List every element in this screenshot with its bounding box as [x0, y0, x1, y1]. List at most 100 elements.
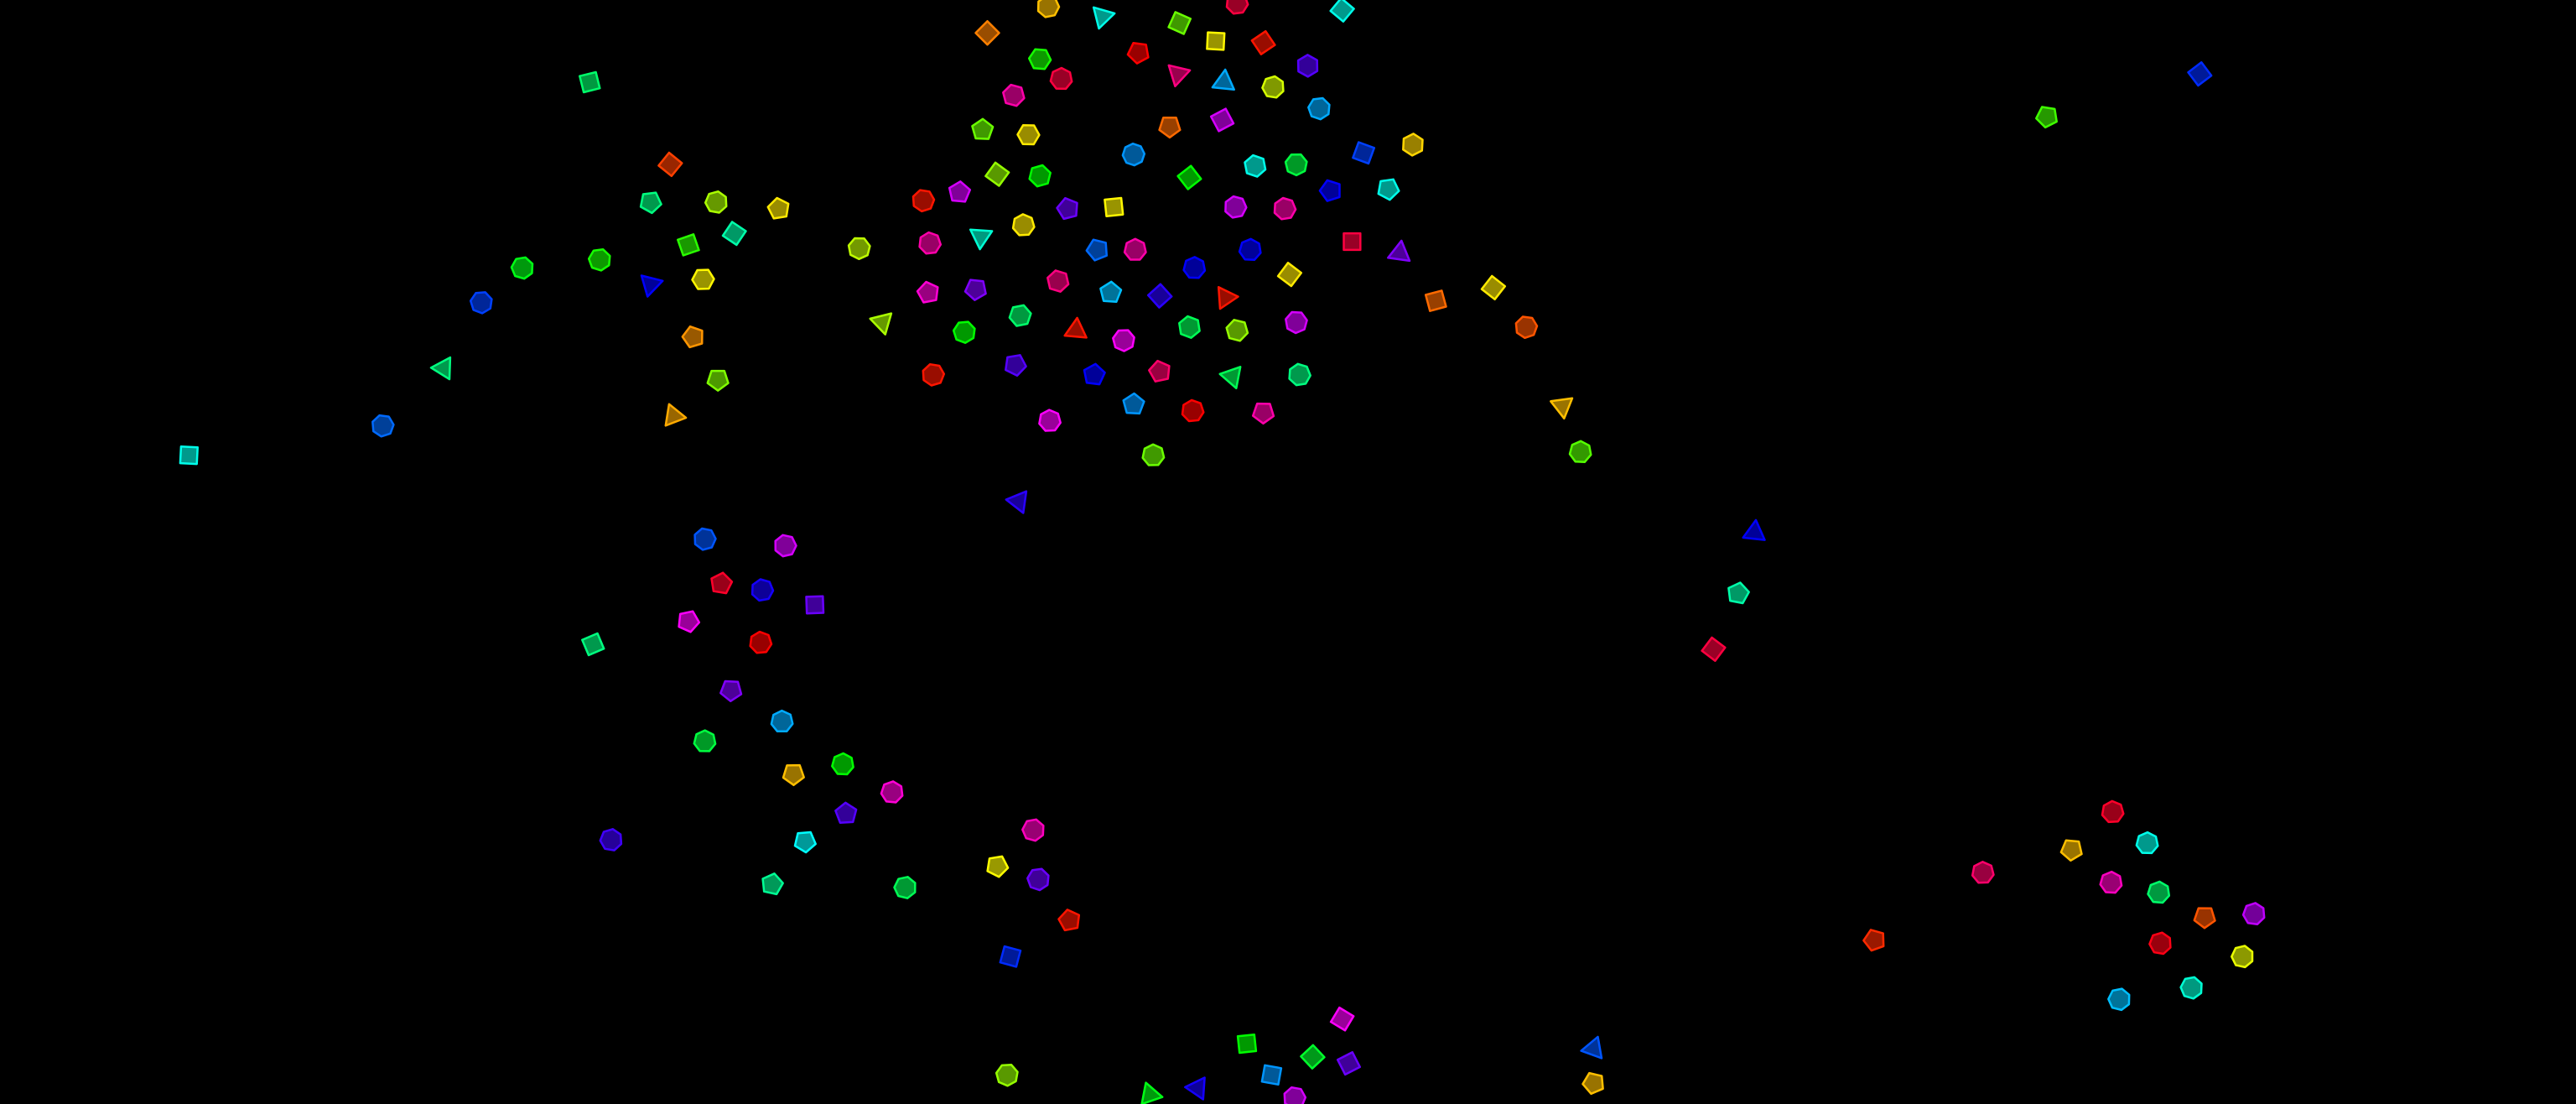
diamond-icon — [721, 221, 747, 247]
diamond-icon — [1167, 11, 1192, 35]
diamond-icon — [2187, 61, 2213, 87]
heptagon-icon — [2231, 945, 2254, 969]
pentagon-icon — [1251, 402, 1275, 425]
diamond-icon — [657, 151, 683, 178]
heptagon-icon — [847, 237, 871, 261]
hexagon-icon — [1225, 319, 1249, 342]
pentagon-icon — [681, 325, 704, 349]
heptagon-icon — [749, 630, 773, 654]
heptagon-icon — [2148, 931, 2172, 956]
heptagon-icon — [1285, 310, 1308, 335]
heptagon-icon — [1141, 443, 1166, 466]
pentagon-icon — [1727, 581, 1750, 605]
diamond-icon — [974, 19, 1000, 46]
triangle-icon — [1092, 6, 1116, 30]
pentagon-icon — [971, 117, 995, 140]
pentagon-icon — [963, 279, 987, 301]
diamond-icon — [1329, 1006, 1355, 1032]
heptagon-icon — [1568, 440, 1592, 463]
pentagon-icon — [1862, 929, 1885, 952]
hexagon-icon — [1402, 133, 1424, 157]
heptagon-icon — [995, 1064, 1019, 1087]
hexagon-icon — [1046, 269, 1070, 293]
diamond-icon — [1209, 107, 1235, 133]
heptagon-icon — [1181, 398, 1205, 423]
pentagon-icon — [2059, 839, 2083, 862]
hexagon-icon — [1002, 83, 1026, 107]
triangle-icon — [1184, 1076, 1206, 1101]
triangle-icon — [1063, 316, 1088, 339]
pentagon-icon — [834, 801, 858, 824]
triangle-icon — [1218, 366, 1242, 390]
diamond-icon — [1260, 1064, 1283, 1086]
pentagon-icon — [1099, 280, 1123, 304]
pentagon-icon — [706, 369, 730, 392]
heptagon-icon — [1011, 213, 1036, 237]
triangle-icon — [1550, 397, 1574, 420]
heptagon-icon — [1283, 1086, 1307, 1104]
heptagon-icon — [1261, 75, 1285, 99]
heptagon-icon — [774, 534, 797, 558]
pentagon-icon — [678, 610, 701, 633]
heptagon-icon — [1273, 196, 1297, 221]
heptagon-icon — [693, 729, 717, 752]
heptagon-icon — [1123, 237, 1147, 261]
pentagon-icon — [1318, 179, 1341, 202]
triangle-icon — [969, 228, 994, 251]
triangle-icon — [1167, 64, 1192, 88]
pentagon-icon — [761, 872, 784, 896]
heptagon-icon — [1026, 867, 1050, 892]
pentagon-icon — [2035, 106, 2058, 129]
diamond-icon — [581, 632, 605, 657]
heptagon-icon — [1224, 195, 1248, 219]
heptagon-icon — [1038, 409, 1062, 432]
triangle-icon — [1005, 490, 1028, 514]
pentagon-icon — [1126, 41, 1150, 65]
heptagon-icon — [599, 828, 623, 851]
heptagon-icon — [2147, 880, 2171, 904]
diamond-icon — [1300, 1044, 1326, 1070]
pentagon-icon — [1377, 178, 1400, 201]
octagon-icon — [1121, 142, 1146, 167]
pentagon-icon — [1085, 238, 1109, 262]
heptagon-icon — [831, 752, 854, 776]
triangle-icon — [1140, 1081, 1164, 1104]
heptagon-icon — [1971, 861, 1995, 884]
diamond-icon — [1343, 232, 1362, 252]
heptagon-icon — [1514, 315, 1539, 340]
hexagon-icon — [1244, 154, 1267, 178]
diamond-icon — [1424, 289, 1447, 312]
heptagon-icon — [469, 291, 493, 315]
diamond-icon — [179, 445, 199, 466]
triangle-icon — [664, 403, 688, 427]
pentagon-icon — [2193, 907, 2216, 930]
heptagon-icon — [918, 231, 943, 255]
diamond-icon — [1701, 636, 1727, 662]
pentagon-icon — [948, 180, 972, 203]
pentagon-icon — [1083, 362, 1106, 386]
diamond-icon — [1236, 1033, 1258, 1055]
heptagon-icon — [704, 190, 728, 214]
hexagon-icon — [1027, 48, 1052, 70]
heptagon-icon — [1288, 362, 1311, 387]
pentagon-icon — [1005, 354, 1027, 377]
heptagon-icon — [1112, 329, 1135, 352]
heptagon-icon — [2179, 976, 2203, 1000]
pentagon-icon — [1057, 909, 1081, 932]
heptagon-icon — [1021, 818, 1045, 842]
diamond-icon — [1329, 0, 1355, 23]
triangle-icon — [429, 356, 452, 381]
hexagon-icon — [1178, 315, 1201, 339]
pentagon-icon — [639, 191, 662, 215]
diamond-icon — [1176, 164, 1202, 190]
triangle-icon — [1217, 285, 1239, 310]
hexagon-icon — [1296, 54, 1319, 78]
heptagon-icon — [2135, 831, 2159, 855]
hexagon-icon — [1028, 164, 1052, 188]
pentagon-icon — [1158, 117, 1182, 139]
diamond-icon — [1104, 196, 1124, 217]
pentagon-icon — [1056, 196, 1078, 221]
heptagon-icon — [1182, 256, 1207, 279]
